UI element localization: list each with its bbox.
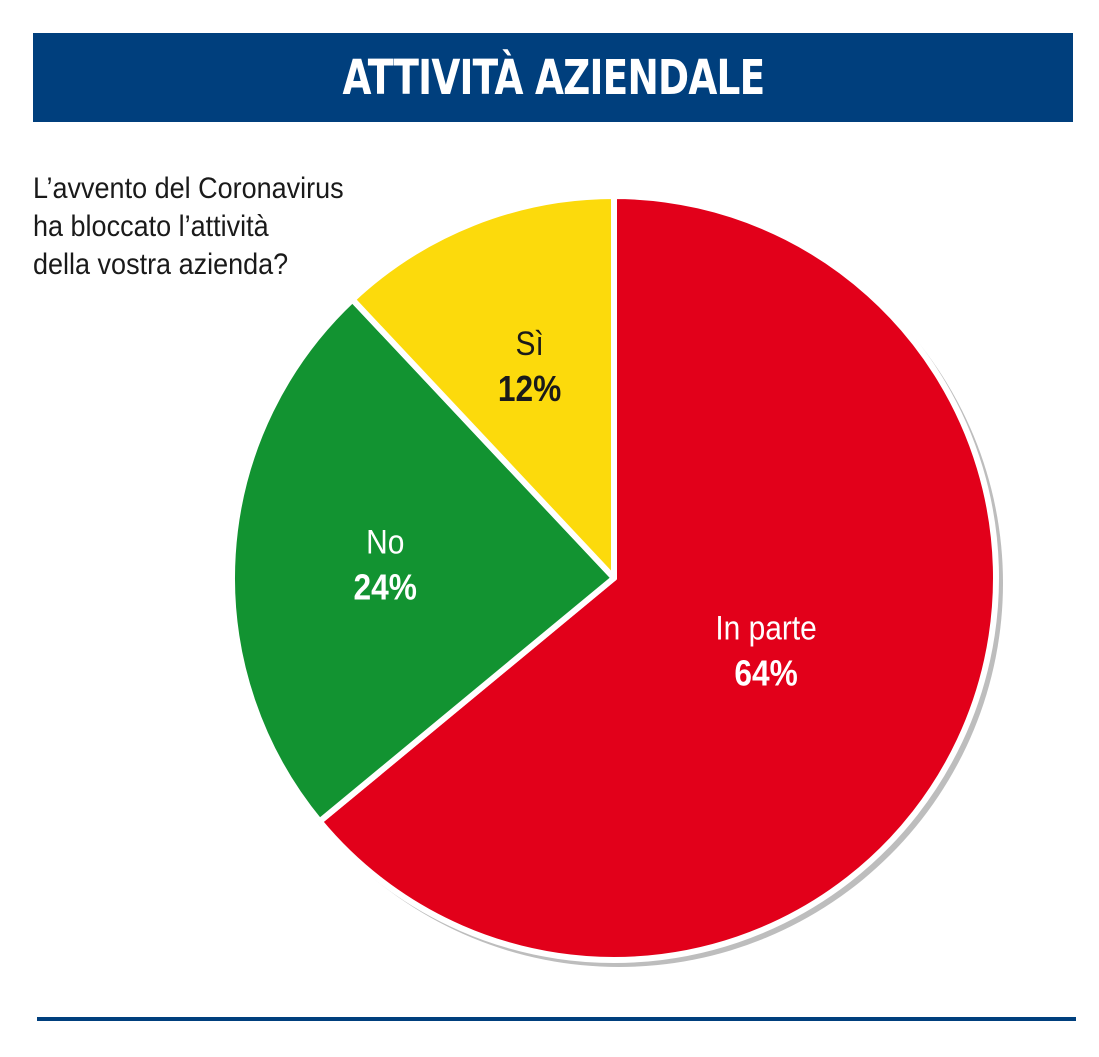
question-line-3: della vostra azienda? — [33, 248, 289, 281]
chart-title: ATTIVITÀ AZIENDALE — [342, 49, 765, 106]
pie-group: In parte 64% No 24% Sì 12% — [229, 193, 1003, 967]
slice-label-1: No — [366, 523, 404, 561]
slice-label-0: In parte — [715, 609, 816, 647]
header-banner: ATTIVITÀ AZIENDALE — [33, 33, 1073, 122]
slice-value-0: 64% — [734, 654, 797, 694]
question-text: L’avvento del Coronavirus ha bloccato l’… — [33, 170, 411, 284]
slice-value-2: 12% — [498, 369, 561, 409]
pie-slice-no — [229, 296, 617, 825]
footer-rule — [37, 1017, 1076, 1021]
slice-value-1: 24% — [354, 568, 417, 608]
slice-label-2: Sì — [515, 324, 543, 362]
question-line-1: L’avvento del Coronavirus — [33, 172, 344, 205]
pie-slice-s — [349, 193, 617, 581]
question-line-2: ha bloccato l’attività — [33, 210, 269, 243]
pie-slice-in-parte — [316, 193, 999, 963]
